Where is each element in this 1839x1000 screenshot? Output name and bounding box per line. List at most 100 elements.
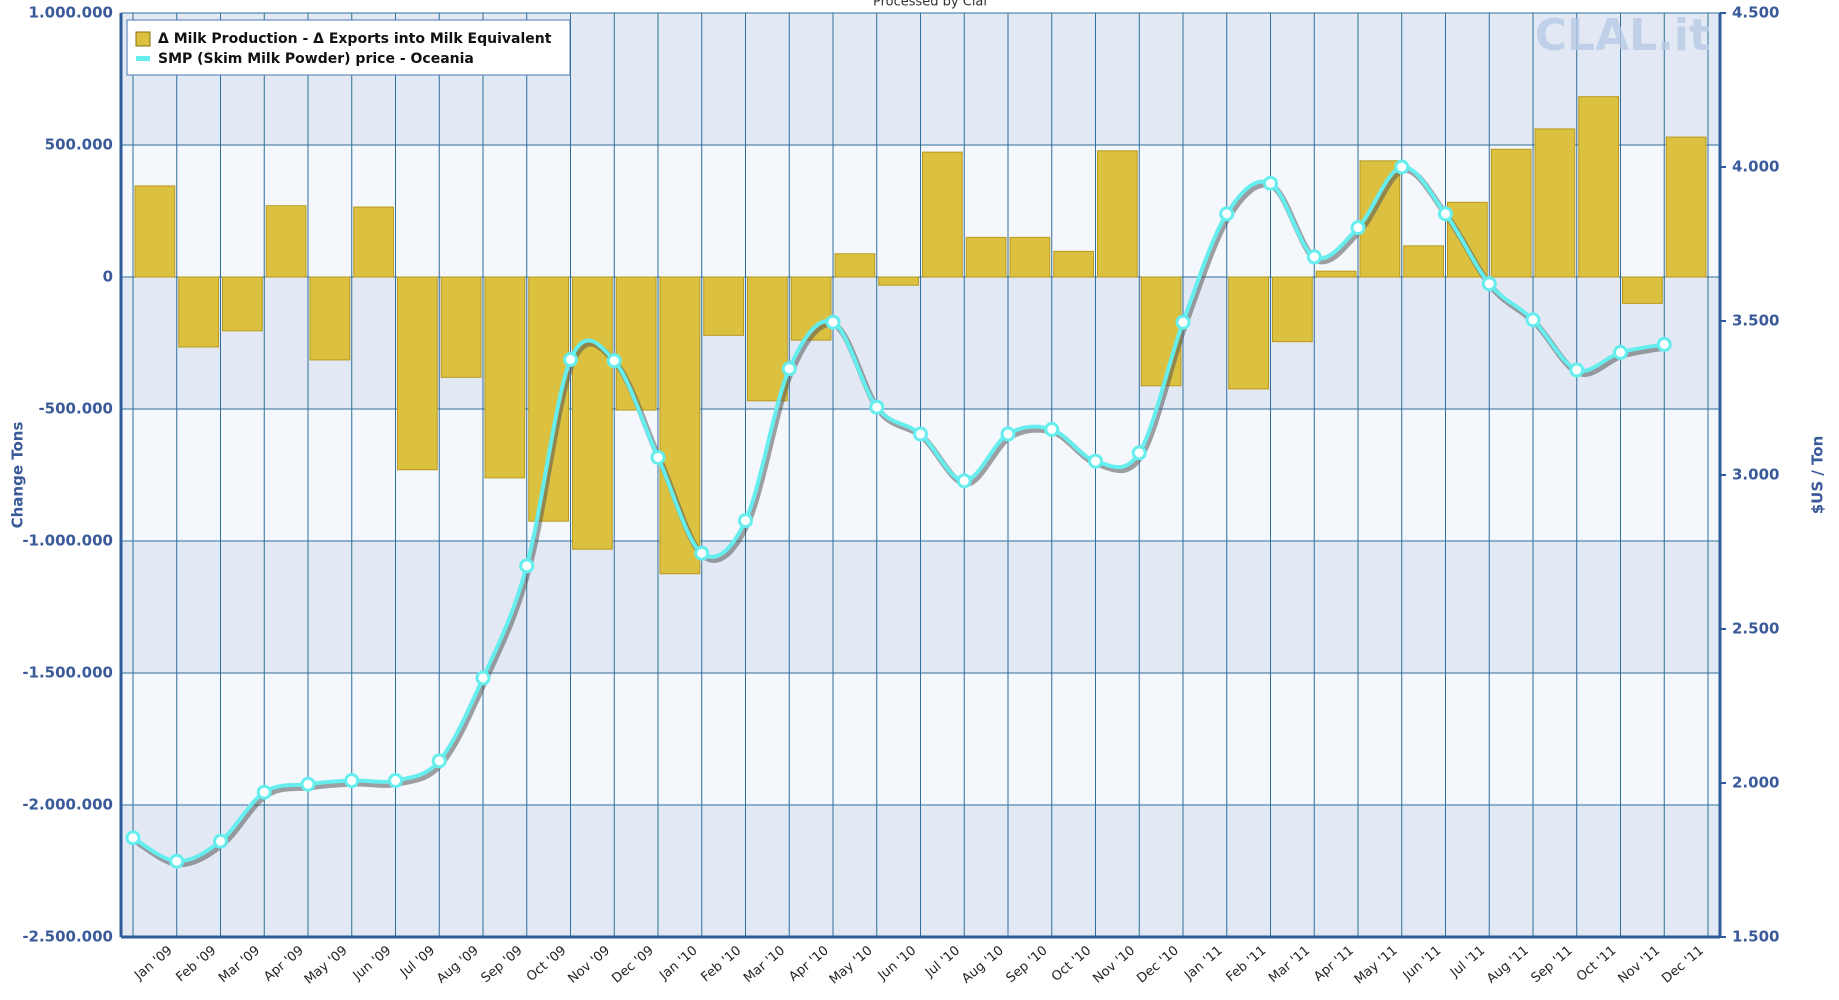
bar	[1009, 236, 1051, 278]
legend-label: Δ Milk Production - Δ Exports into Milk …	[158, 31, 552, 47]
x-tick-label: May '09	[302, 943, 351, 987]
point	[388, 773, 403, 789]
x-tick-label: Aug '11	[1484, 943, 1532, 986]
point	[956, 473, 972, 489]
point	[606, 353, 622, 369]
point	[169, 853, 185, 869]
x-tick-label: Mar '10	[741, 943, 788, 986]
point	[694, 545, 710, 561]
x-tick-label: Sep '10	[1004, 943, 1051, 986]
point	[825, 314, 841, 330]
point	[1000, 426, 1016, 442]
point	[1219, 206, 1235, 222]
point	[125, 830, 141, 846]
bar	[353, 206, 394, 278]
y-tick-label: 1.000.000	[29, 4, 113, 22]
x-tick-label: Apr '09	[261, 943, 306, 985]
point	[869, 399, 885, 415]
x-tick-label: May '11	[1352, 943, 1401, 987]
bar	[1403, 245, 1444, 278]
bar	[1053, 250, 1094, 278]
x-tick-label: Jan '11	[1181, 943, 1225, 984]
y2-tick-label: 4.000	[1732, 158, 1779, 176]
y2-tick-label: 2.500	[1732, 620, 1779, 638]
point	[300, 776, 316, 792]
point	[1569, 362, 1585, 378]
bar	[1097, 150, 1138, 278]
bar	[659, 276, 701, 575]
point	[344, 773, 360, 789]
y-tick-label: -2.500.000	[22, 928, 113, 946]
bar	[834, 253, 876, 278]
y-tick-label: 500.000	[45, 136, 113, 154]
bar	[1228, 276, 1269, 390]
point	[650, 449, 666, 465]
bar	[265, 205, 307, 278]
y2-axis-label: $US / Ton	[1809, 436, 1827, 515]
bar	[965, 236, 1007, 278]
x-tick-label: Nov '11	[1615, 943, 1663, 986]
bar	[1272, 276, 1313, 343]
point	[1088, 453, 1103, 469]
bar	[440, 276, 482, 378]
point	[256, 784, 272, 800]
bar	[922, 151, 963, 278]
point	[1263, 175, 1278, 191]
y-tick-label: -1.000.000	[22, 532, 113, 550]
y2-tick-label: 3.000	[1732, 466, 1779, 484]
bar	[1447, 201, 1488, 278]
legend: Δ Milk Production - Δ Exports into Milk …	[126, 19, 571, 76]
point	[519, 558, 535, 574]
point	[913, 426, 928, 442]
x-tick-label: Nov '10	[1090, 943, 1138, 986]
point	[738, 513, 753, 529]
x-tick-label: Feb '10	[698, 943, 744, 985]
y2-tick-label: 4.500	[1732, 4, 1779, 22]
bar	[134, 185, 176, 278]
legend-swatch	[135, 31, 151, 47]
bar	[747, 276, 788, 402]
x-tick-label: Feb '11	[1223, 943, 1269, 985]
legend-label: SMP (Skim Milk Powder) price - Oceania	[158, 51, 474, 67]
point	[563, 352, 578, 367]
point	[1306, 249, 1322, 265]
bar	[1490, 148, 1532, 278]
x-tick-label: Dec '10	[1134, 943, 1181, 986]
x-tick-label: Jun '09	[350, 943, 395, 984]
x-tick-label: Mar '11	[1266, 943, 1313, 986]
x-tick-label: May '10	[827, 943, 876, 987]
x-tick-label: Oct '11	[1574, 943, 1619, 985]
point	[1044, 421, 1060, 437]
x-tick-label: Jun '11	[1400, 943, 1445, 984]
point	[1175, 314, 1191, 330]
bar	[1140, 276, 1182, 387]
x-tick-label: Oct '10	[1049, 943, 1094, 985]
y-tick-label: 0	[103, 268, 113, 286]
bar	[1665, 136, 1707, 278]
x-tick-label: Mar '09	[216, 943, 263, 986]
x-tick-label: Jul '09	[397, 943, 438, 981]
point	[475, 670, 491, 686]
point	[1394, 159, 1410, 175]
bar	[309, 276, 351, 361]
legend-swatch	[136, 56, 150, 61]
x-tick-label: Feb '09	[173, 943, 219, 985]
bar	[1315, 270, 1357, 278]
watermark: CLAL.it	[1535, 10, 1710, 61]
bar	[178, 276, 219, 348]
y2-tick-label: 2.000	[1732, 774, 1779, 792]
y-tick-label: -500.000	[38, 400, 113, 418]
bar	[615, 276, 657, 411]
point	[1350, 220, 1366, 236]
x-tick-label: Nov '09	[565, 943, 613, 986]
bar	[572, 276, 613, 550]
legend-box	[126, 19, 571, 76]
bar	[1534, 128, 1576, 278]
chart-title: Processed by Clal	[873, 0, 987, 10]
bar	[1622, 276, 1663, 304]
x-tick-label: Apr '11	[1311, 943, 1356, 985]
x-tick-label: Jun '10	[875, 943, 920, 984]
y-axis-label: Change Tons	[9, 422, 27, 529]
point	[1613, 344, 1628, 360]
